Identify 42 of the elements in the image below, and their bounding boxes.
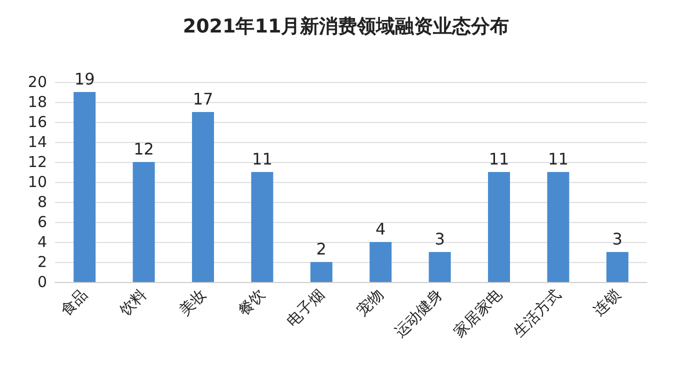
x-tick-label: 美妆: [175, 286, 210, 320]
x-tick-label: 电子烟: [283, 286, 328, 330]
bar: [606, 252, 628, 282]
x-tick-label: 运动健身: [391, 286, 446, 341]
data-label: 2: [316, 240, 326, 258]
bar: [488, 172, 510, 282]
x-tick-label: 家居家电: [450, 286, 506, 341]
data-label: 12: [134, 140, 154, 158]
bar: [74, 92, 96, 282]
y-tick-label: 14: [28, 133, 47, 151]
data-label: 3: [434, 230, 445, 248]
data-label: 17: [192, 90, 214, 108]
bar: [310, 262, 332, 282]
bar: [192, 112, 214, 282]
x-tick-label: 食品: [57, 286, 91, 320]
y-tick-label: 10: [28, 173, 47, 191]
y-tick-label: 12: [28, 153, 47, 171]
chart-title: 2021年11月新消费领域融资业态分布: [182, 16, 510, 38]
bar: [251, 172, 274, 282]
x-tick-label: 宠物: [353, 286, 387, 320]
bar: [132, 162, 155, 282]
bar: [547, 172, 570, 282]
y-tick-label: 18: [28, 93, 47, 111]
data-label: 4: [376, 220, 386, 238]
y-tick-label: 8: [37, 193, 47, 211]
x-tick-label: 餐饮: [234, 286, 269, 320]
bar: [370, 242, 392, 282]
y-tick-label: 20: [28, 73, 47, 91]
data-label: 11: [548, 150, 568, 168]
data-label: 19: [74, 70, 95, 88]
y-tick-label: 0: [37, 273, 47, 291]
data-label: 3: [612, 230, 622, 248]
x-tick-label: 生活方式: [509, 286, 565, 341]
y-tick-label: 16: [28, 113, 47, 131]
x-tick-label: 饮料: [116, 286, 150, 320]
data-label: 11: [252, 150, 272, 168]
x-tick-label: 连锁: [590, 286, 624, 320]
y-tick-label: 6: [37, 213, 47, 231]
y-tick-label: 2: [37, 253, 47, 271]
data-label: 11: [488, 150, 510, 168]
bar: [428, 252, 451, 282]
y-tick-label: 4: [37, 233, 47, 251]
